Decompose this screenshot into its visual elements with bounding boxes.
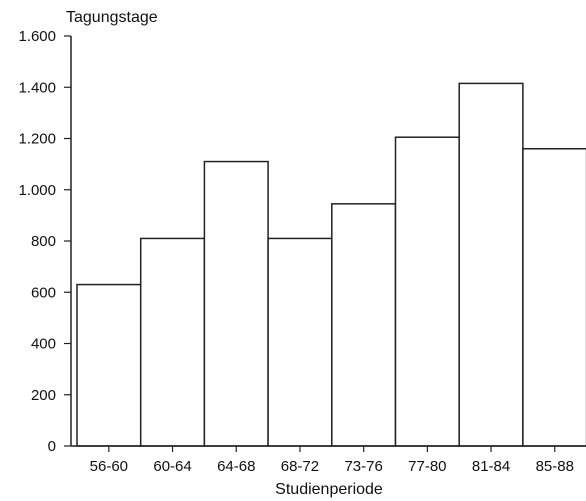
x-tick-label: 56-60 xyxy=(90,458,128,475)
bars xyxy=(76,82,586,447)
y-axis-ticks: 0 200 400 600 800 1.000 1.200 1.400 1.600 xyxy=(18,28,71,455)
y-tick-label: 0 xyxy=(48,438,56,455)
x-tick-label: 81-84 xyxy=(472,458,510,475)
y-tick-label: 1.000 xyxy=(18,182,56,199)
x-tick-label: 68-72 xyxy=(281,458,319,475)
bar-68-72 xyxy=(267,237,333,447)
x-tick-label: 60-64 xyxy=(153,458,191,475)
y-tick-label: 1.200 xyxy=(18,131,56,148)
y-tick-label: 200 xyxy=(31,387,56,404)
bar-64-68 xyxy=(203,160,269,447)
x-axis-title: Studienperiode xyxy=(275,481,383,498)
y-tick-label: 400 xyxy=(31,336,56,353)
x-axis-ticks: 56-60 60-64 64-68 68-72 73-76 77-80 81-84 85-88 xyxy=(90,446,574,475)
bar-81-84 xyxy=(458,82,524,447)
bar-77-80 xyxy=(394,136,460,447)
x-tick-label: 73-76 xyxy=(344,458,382,475)
bar-60-64 xyxy=(139,237,206,447)
x-tick-label: 85-88 xyxy=(536,458,574,475)
y-tick-label: 800 xyxy=(31,233,56,250)
y-tick-label: 1.600 xyxy=(18,28,56,45)
x-tick-label: 64-68 xyxy=(217,458,255,475)
y-axis-title: Tagungstage xyxy=(66,9,158,26)
bar-56-60 xyxy=(76,283,142,447)
y-tick-label: 1.400 xyxy=(18,79,56,96)
y-tick-label: 600 xyxy=(31,284,56,301)
x-tick-label: 77-80 xyxy=(408,458,446,475)
bar-73-76 xyxy=(331,203,397,447)
bar-85-88 xyxy=(522,148,586,447)
